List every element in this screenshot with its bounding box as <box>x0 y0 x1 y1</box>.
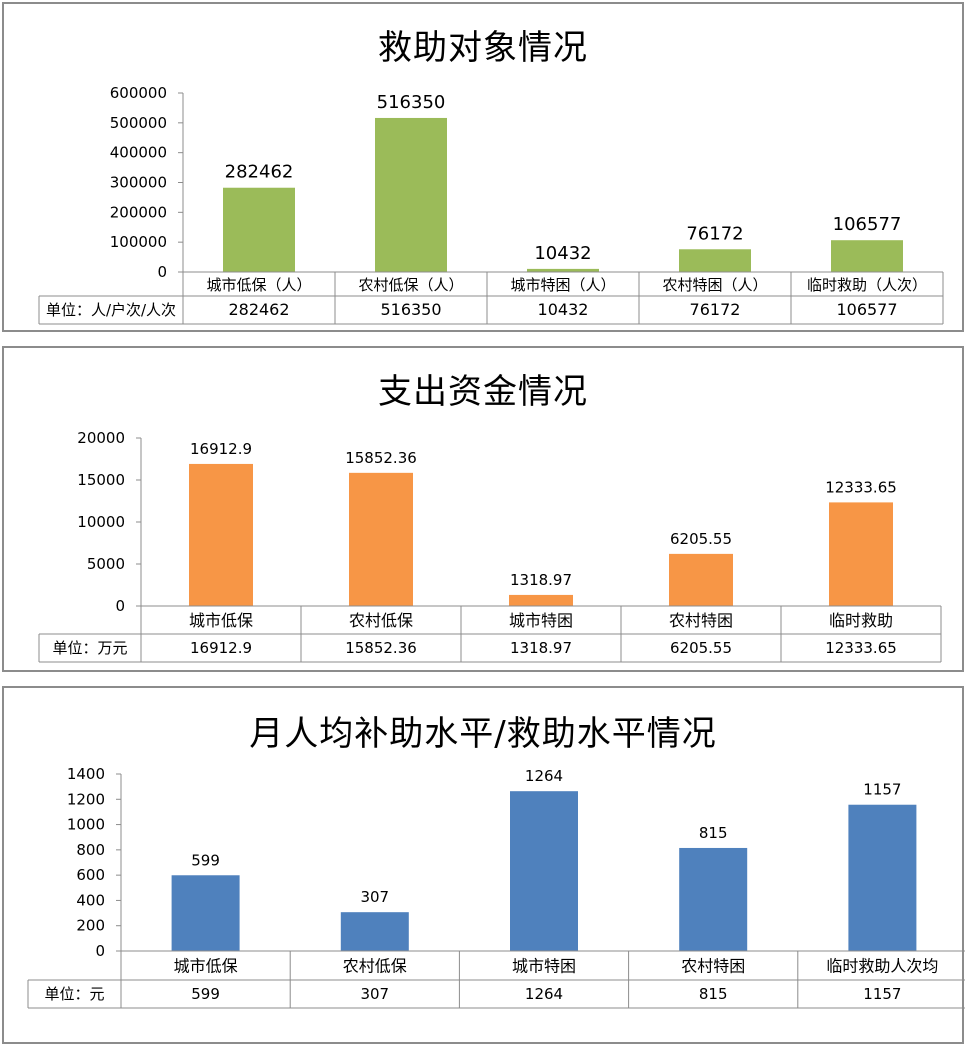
y-tick-label: 15000 <box>77 471 125 489</box>
y-tick-label: 300000 <box>110 174 167 192</box>
table-cell: 106577 <box>836 300 897 319</box>
table-cell: 16912.9 <box>190 639 252 657</box>
data-label: 307 <box>360 888 389 906</box>
chart-title: 支出资金情况 <box>378 372 588 412</box>
data-label: 1318.97 <box>510 571 572 589</box>
y-tick-label: 600 <box>76 866 105 884</box>
table-cell: 10432 <box>538 300 589 319</box>
y-tick-label: 1200 <box>67 790 105 808</box>
chart-panel-monthly-average: 月人均补助水平/救助水平情况 0 200 400 600 800 1000 1200 1400… <box>2 686 965 1044</box>
category-label: 城市特困 <box>509 611 573 630</box>
y-tick-label: 5000 <box>87 555 125 573</box>
bar <box>679 847 748 951</box>
y-tick-label: 800 <box>76 841 105 859</box>
category-label: 临时救助人次均 <box>826 957 938 976</box>
y-tick-label: 10000 <box>77 513 125 531</box>
data-label: 516350 <box>377 92 446 113</box>
table-cell: 76172 <box>690 300 741 319</box>
data-label: 282462 <box>225 162 294 183</box>
category-label: 农村低保 <box>343 957 407 976</box>
category-label: 城市低保 <box>189 611 253 630</box>
category-label: 农村低保 <box>349 611 413 630</box>
chart-title: 救助对象情况 <box>378 28 588 68</box>
y-tick-label: 500000 <box>110 114 167 132</box>
data-label: 15852.36 <box>345 449 417 467</box>
bar-chart-monthly-average: 0 200 400 600 800 1000 1200 1400 599 307 1264 815 11… <box>27 765 965 1009</box>
bar <box>527 268 599 272</box>
bar <box>669 553 733 606</box>
data-label: 10432 <box>534 243 591 264</box>
bar <box>171 875 240 951</box>
table-cell: 12333.65 <box>825 639 897 657</box>
data-label: 1157 <box>863 781 901 799</box>
table-cell: 282462 <box>228 300 289 319</box>
chart-panel-expenditure: 支出资金情况 0 5000 10000 15000 20000 16912.9 15852.… <box>2 346 964 672</box>
y-tick-label: 20000 <box>77 429 125 447</box>
y-tick-label: 600000 <box>110 84 167 102</box>
y-tick-label: 1400 <box>67 765 105 783</box>
table-cell: 1157 <box>863 985 901 1003</box>
unit-label: 单位：元 <box>44 985 104 1003</box>
category-label: 城市特困（人） <box>510 276 615 294</box>
chart-panel-beneficiaries: 救助对象情况 0 100000 200000 300000 400000 500000 60… <box>2 2 964 332</box>
bar <box>223 187 295 272</box>
category-label: 农村低保（人） <box>358 276 463 294</box>
bar <box>349 472 413 606</box>
y-tick-label: 1000 <box>67 816 105 834</box>
table-cell: 1318.97 <box>510 639 572 657</box>
unit-label: 单位：人/户次/人次 <box>46 301 176 319</box>
table-cell: 815 <box>699 985 728 1003</box>
bar <box>510 791 578 951</box>
data-label: 6205.55 <box>670 530 732 548</box>
category-label: 城市特困 <box>512 957 576 976</box>
category-label: 临时救助 <box>829 611 893 630</box>
category-label: 农村特困 <box>681 957 745 976</box>
table-cell: 1264 <box>525 985 563 1003</box>
y-tick-label: 0 <box>157 263 167 281</box>
category-label: 农村特困 <box>669 611 733 630</box>
category-label: 城市低保（人） <box>206 276 311 294</box>
bar <box>829 502 893 606</box>
data-label: 16912.9 <box>190 440 252 458</box>
table-cell: 6205.55 <box>670 639 732 657</box>
data-label: 76172 <box>686 223 743 244</box>
y-tick-label: 0 <box>115 597 125 615</box>
data-label: 815 <box>699 824 728 842</box>
table-cell: 599 <box>191 985 220 1003</box>
bar <box>831 240 903 272</box>
bar <box>340 912 409 951</box>
y-tick-label: 100000 <box>110 233 167 251</box>
data-label: 106577 <box>833 214 902 235</box>
table-cell: 307 <box>360 985 389 1003</box>
bar-chart-expenditure: 0 5000 10000 15000 20000 16912.9 15852.36 1318.… <box>38 429 942 663</box>
bar <box>509 594 573 606</box>
category-label: 城市低保 <box>174 957 238 976</box>
bar <box>679 249 751 272</box>
table-cell: 15852.36 <box>345 639 417 657</box>
y-tick-label: 200 <box>76 917 105 935</box>
unit-label: 单位：万元 <box>52 639 127 657</box>
data-label: 1264 <box>525 767 563 785</box>
y-tick-label: 400000 <box>110 144 167 162</box>
y-tick-label: 400 <box>76 891 105 909</box>
table-cell: 516350 <box>380 300 441 319</box>
category-label: 农村特困（人） <box>662 276 767 294</box>
data-label: 599 <box>191 851 220 869</box>
bar-chart-beneficiaries: 0 100000 200000 300000 400000 500000 600000 282… <box>38 84 944 325</box>
y-tick-label: 0 <box>95 942 105 960</box>
data-label: 12333.65 <box>825 478 897 496</box>
bar <box>848 804 917 951</box>
category-label: 临时救助（人次） <box>807 276 927 294</box>
y-tick-label: 200000 <box>110 203 167 221</box>
bar <box>375 117 447 272</box>
bar <box>189 463 253 606</box>
chart-title: 月人均补助水平/救助水平情况 <box>249 714 717 754</box>
